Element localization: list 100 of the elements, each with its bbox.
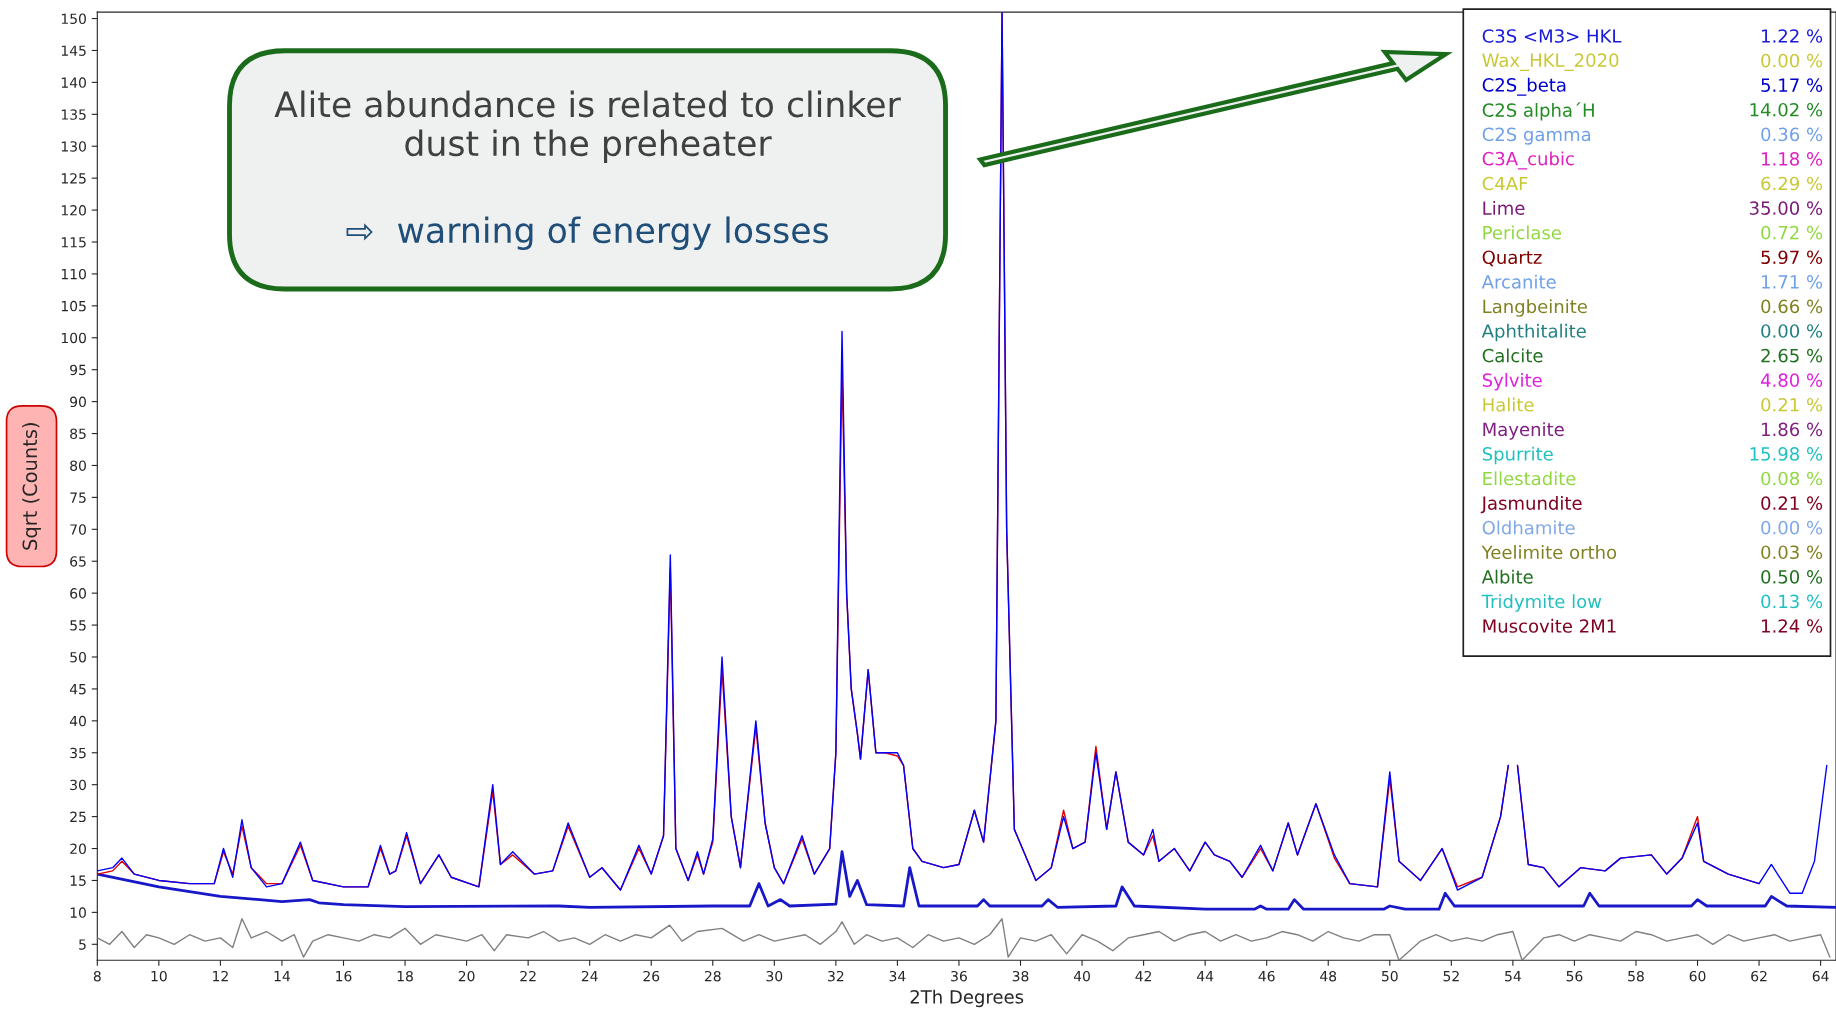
y-tick-label: 115 xyxy=(61,237,86,248)
x-tick-label: 32 xyxy=(828,970,844,982)
x-tick-label: 50 xyxy=(1382,970,1398,982)
y-tick-label: 55 xyxy=(70,620,86,631)
x-tick-label: 8 xyxy=(93,970,101,982)
text: 0.08 % xyxy=(1761,471,1823,486)
annotation: Alite abundance is related to clinker dust in the preheater xyxy=(274,90,901,163)
y-tick-label: 75 xyxy=(70,492,86,503)
text: 0.66 % xyxy=(1761,299,1823,314)
x-tick-label: 60 xyxy=(1689,970,1706,982)
category-label: Aphthitalite xyxy=(1481,323,1586,342)
category-label: C3S <M3> HKL xyxy=(1482,29,1622,43)
x-tick-label: 46 xyxy=(1258,970,1275,982)
y-tick-label: 95 xyxy=(70,364,86,376)
category-label: C3A_cubic xyxy=(1482,151,1574,170)
category-label: Oldhamite xyxy=(1482,520,1575,535)
x-tick-label: 24 xyxy=(581,970,598,982)
x-tick-label: 16 xyxy=(336,970,352,982)
text: 1.71 % xyxy=(1762,275,1823,289)
x-tick-label: 58 xyxy=(1628,970,1644,982)
text: 0.50 % xyxy=(1761,570,1823,584)
y-tick-label: 50 xyxy=(70,651,86,663)
y-tick-label: 30 xyxy=(70,779,86,791)
y-tick-label: 135 xyxy=(61,109,86,120)
text: 0.13 % xyxy=(1761,594,1823,609)
y-tick-label: 25 xyxy=(70,811,86,823)
y-tick-label: 120 xyxy=(61,205,86,216)
y-tick-label: 130 xyxy=(61,141,86,152)
x-tick-label: 26 xyxy=(643,970,660,982)
y-tick-label: 70 xyxy=(70,524,86,535)
y-tick-label: 90 xyxy=(70,396,86,408)
annotation: ⇨ warning of energy losses xyxy=(346,216,828,251)
category-label: Langbeinite xyxy=(1483,299,1587,317)
x-tick-label: 18 xyxy=(397,970,413,982)
x-tick-label: 38 xyxy=(1012,970,1029,982)
line-series xyxy=(97,850,1836,911)
category-label: Jasmundite xyxy=(1480,495,1582,514)
category-label: Tridymite low xyxy=(1481,594,1602,612)
text: 0.72 % xyxy=(1761,225,1823,240)
y-tick-label: 15 xyxy=(70,875,86,886)
text: 1.22 % xyxy=(1762,29,1823,43)
y-tick-label: 110 xyxy=(61,268,86,280)
category-label: Muscovite 2M1 xyxy=(1483,618,1616,633)
text: 6.29 % xyxy=(1761,176,1823,191)
x-tick-label: 12 xyxy=(213,970,228,982)
y-tick-label: 40 xyxy=(69,715,86,727)
category-label: Arcanite xyxy=(1481,274,1556,289)
x-tick-label: 56 xyxy=(1566,970,1583,982)
text: 15.98 % xyxy=(1750,447,1823,461)
category-label: Quartz xyxy=(1482,250,1542,267)
text: 0.36 % xyxy=(1761,127,1823,142)
category-label: Lime xyxy=(1483,200,1525,215)
y-axis-title: Sqrt (Counts) xyxy=(22,423,41,550)
text: 14.02 % xyxy=(1750,102,1823,117)
x-tick-label: 54 xyxy=(1505,971,1521,982)
y-tick-label: 20 xyxy=(70,843,86,854)
y-tick-label: 125 xyxy=(61,173,86,184)
x-tick-label: 30 xyxy=(766,970,783,982)
text: 0.00 % xyxy=(1761,520,1823,535)
text: 0.00 % xyxy=(1761,53,1823,68)
text: 0.21 % xyxy=(1761,496,1823,510)
category-label: Sylvite xyxy=(1482,373,1542,391)
x-tick-label: 14 xyxy=(274,971,291,982)
y-tick-label: 80 xyxy=(70,460,86,471)
y-tick-label: 5 xyxy=(79,939,86,950)
category-label: Wax_HKL_2020 xyxy=(1482,53,1619,71)
category-label: C2S_beta xyxy=(1482,77,1566,96)
category-label: Calcite xyxy=(1482,348,1543,363)
x-axis-title: 2Th Degrees xyxy=(910,989,1024,1008)
x-tick-label: 22 xyxy=(520,970,536,982)
text: 5.17 % xyxy=(1761,78,1823,92)
y-tick-label: 105 xyxy=(61,300,86,312)
category-label: C2S alpha´H xyxy=(1482,102,1594,121)
x-tick-label: 20 xyxy=(458,970,475,982)
y-tick-label: 150 xyxy=(61,13,86,25)
y-tick-label: 140 xyxy=(61,77,86,88)
category-label: Spurrite xyxy=(1482,446,1553,465)
x-tick-label: 42 xyxy=(1135,970,1152,982)
text: 35.00 % xyxy=(1749,201,1823,215)
category-label: Periclase xyxy=(1483,225,1561,240)
x-tick-label: 64 xyxy=(1812,970,1829,982)
text: 1.86 % xyxy=(1762,422,1823,437)
text: 4.80 % xyxy=(1760,373,1823,387)
y-tick-label: 100 xyxy=(61,332,86,344)
text: 5.97 % xyxy=(1761,250,1823,265)
category-label: Ellestadite xyxy=(1483,471,1576,486)
y-tick-label: 85 xyxy=(70,428,86,440)
x-tick-label: 34 xyxy=(889,970,906,982)
x-tick-label: 40 xyxy=(1073,970,1090,982)
text: 0.03 % xyxy=(1761,545,1823,560)
y-tick-label: 10 xyxy=(70,907,86,918)
text: 1.18 % xyxy=(1762,152,1823,166)
text: 2.65 % xyxy=(1761,348,1823,363)
x-tick-label: 36 xyxy=(951,970,967,982)
text: 1.24 % xyxy=(1762,619,1823,633)
x-tick-label: 62 xyxy=(1751,970,1767,982)
category-label: Yeelimite ortho xyxy=(1481,545,1617,560)
y-tick-label: 35 xyxy=(70,747,86,759)
text: 0.00 % xyxy=(1761,324,1823,338)
y-tick-label: 45 xyxy=(69,684,86,695)
